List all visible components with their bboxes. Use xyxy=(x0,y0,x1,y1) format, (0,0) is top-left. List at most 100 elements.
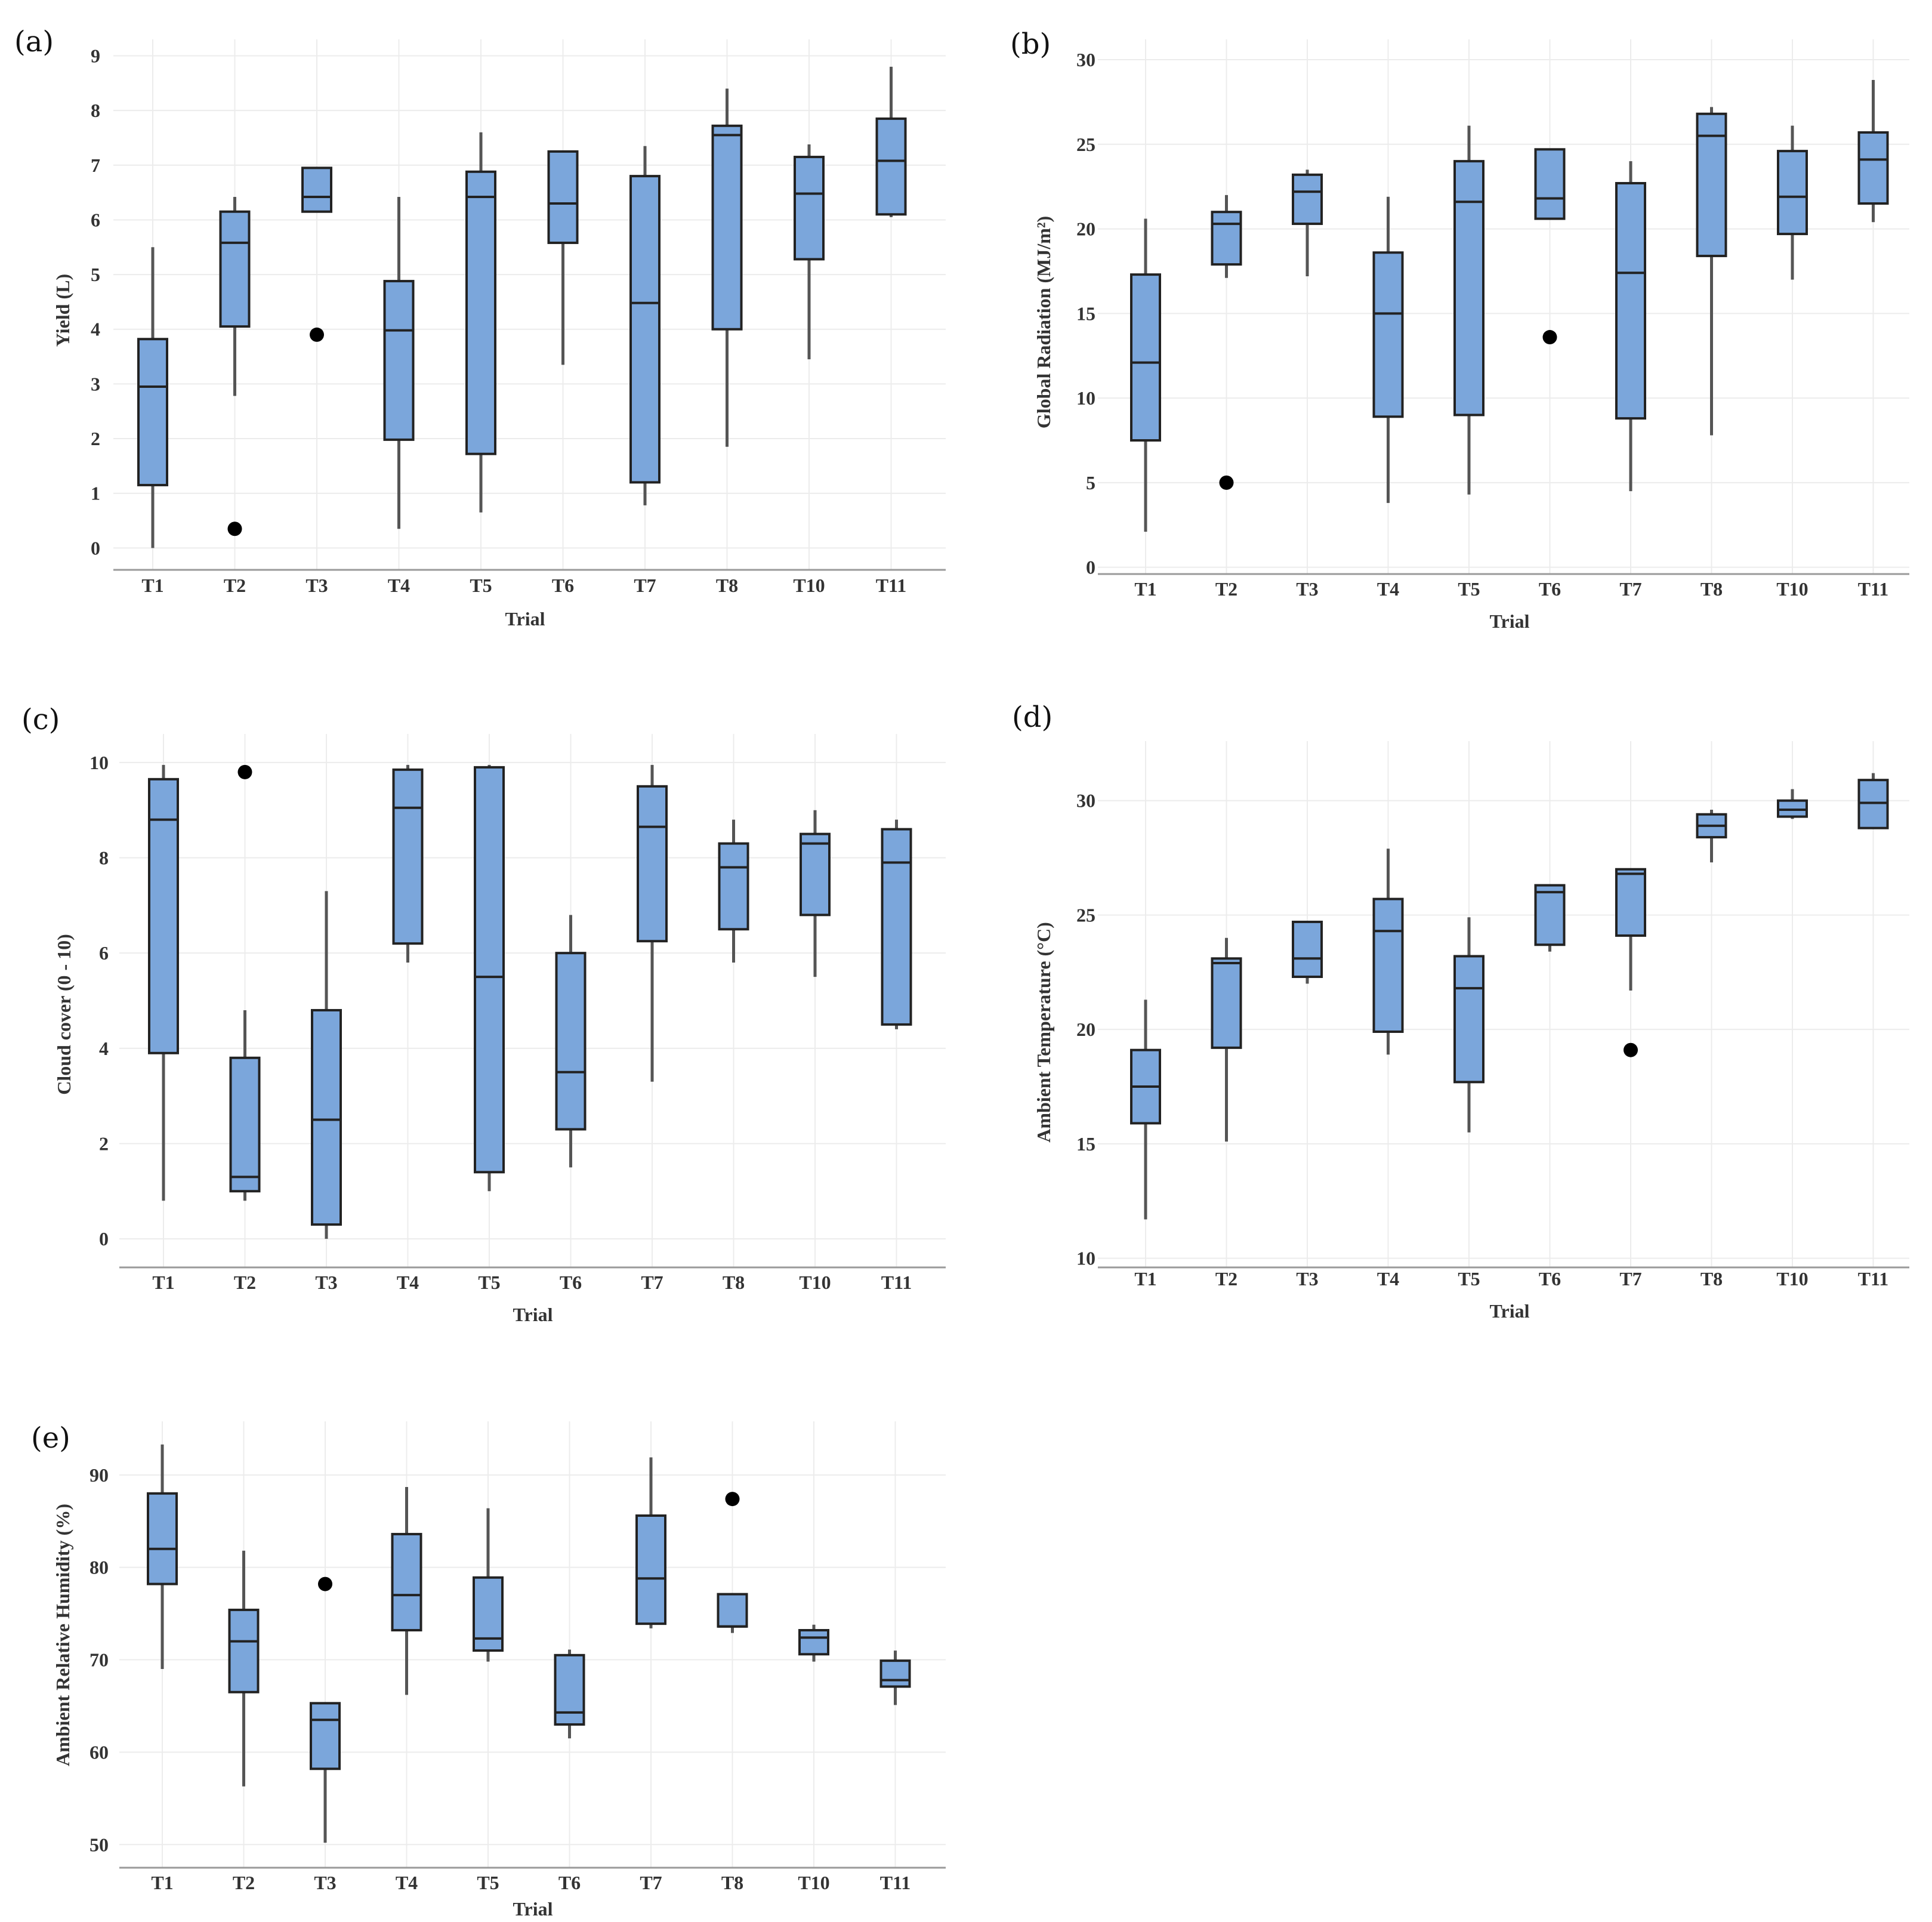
y-tick-label-b-20: 20 xyxy=(1076,218,1095,240)
iqr-box-c-T4 xyxy=(392,768,424,945)
box-c-T10 xyxy=(800,810,831,977)
box-b-T2 xyxy=(1211,195,1242,490)
box-b-T3 xyxy=(1292,169,1323,276)
x-tick-label-a-T6: T6 xyxy=(552,575,574,596)
x-tick-label-a-T7: T7 xyxy=(634,575,656,596)
iqr-box-e-T7 xyxy=(635,1514,666,1625)
y-axis-title-a: Yield (L) xyxy=(52,274,73,347)
plot-area-c: 0 2 4 6 8 10 T1 T2 T3 T4 T5 T6 T7 T8 T10 T11 xyxy=(89,734,946,1293)
panel-a: (a) Yield (L) Trial 0 1 2 3 4 5 6 7 8 9 T1 T2 T3 T4 T5… xyxy=(14,25,946,630)
box-c-T6 xyxy=(555,915,587,1168)
panel-label-b: (b) xyxy=(1010,27,1051,61)
x-tick-label-b-T11: T11 xyxy=(1858,578,1889,600)
y-tick-label-a-5: 5 xyxy=(91,264,100,285)
y-axis-title-c: Cloud cover (0 - 10) xyxy=(53,934,75,1095)
iqr-box-b-T6 xyxy=(1534,148,1566,220)
iqr-box-e-T3 xyxy=(310,1702,341,1770)
iqr-box-e-T10 xyxy=(798,1628,829,1656)
box-d-T8 xyxy=(1696,810,1727,863)
iqr-box-a-T5 xyxy=(465,170,496,455)
y-tick-label-a-4: 4 xyxy=(91,319,100,340)
x-tick-label-a-T2: T2 xyxy=(224,575,246,596)
y-axis-title-e: Ambient Relative Humidity (%) xyxy=(52,1504,73,1766)
box-a-T5 xyxy=(465,132,496,513)
x-tick-label-e-T7: T7 xyxy=(640,1872,662,1893)
iqr-box-b-T7 xyxy=(1615,182,1646,420)
iqr-box-c-T10 xyxy=(800,832,831,917)
box-e-T1 xyxy=(147,1444,178,1670)
outlier-e-T8-0 xyxy=(725,1492,740,1507)
box-e-T10 xyxy=(798,1624,829,1662)
box-c-T8 xyxy=(718,819,749,963)
x-tick-label-c-T8: T8 xyxy=(723,1272,745,1293)
y-tick-label-c-0: 0 xyxy=(99,1228,109,1250)
iqr-box-c-T1 xyxy=(148,778,179,1054)
y-tick-label-a-9: 9 xyxy=(91,45,100,66)
y-tick-label-a-8: 8 xyxy=(91,100,100,121)
box-a-T4 xyxy=(383,196,415,529)
x-tick-label-e-T1: T1 xyxy=(151,1872,173,1893)
y-tick-label-e-60: 60 xyxy=(89,1741,109,1763)
outlier-c-T2-0 xyxy=(237,764,252,779)
iqr-box-a-T11 xyxy=(875,117,907,216)
outlier-b-T6-0 xyxy=(1542,330,1557,345)
y-tick-label-c-2: 2 xyxy=(99,1133,109,1154)
x-tick-label-a-T4: T4 xyxy=(388,575,410,596)
iqr-box-a-T8 xyxy=(711,124,743,331)
iqr-box-c-T5 xyxy=(474,766,505,1174)
iqr-box-b-T4 xyxy=(1372,251,1404,418)
iqr-box-b-T3 xyxy=(1292,173,1323,226)
box-a-T1 xyxy=(137,247,168,548)
x-tick-label-b-T3: T3 xyxy=(1296,578,1318,600)
iqr-box-d-T3 xyxy=(1292,920,1323,978)
box-d-T1 xyxy=(1130,999,1161,1220)
box-e-T2 xyxy=(228,1550,260,1787)
x-tick-label-a-T8: T8 xyxy=(716,575,738,596)
x-tick-label-d-T1: T1 xyxy=(1134,1268,1156,1289)
x-tick-label-c-T11: T11 xyxy=(881,1272,912,1293)
plot-area-a: 0 1 2 3 4 5 6 7 8 9 T1 T2 T3 T4 T5 T6 T7 T8 T10 T11 xyxy=(91,39,946,596)
x-tick-label-d-T8: T8 xyxy=(1700,1268,1723,1289)
box-c-T7 xyxy=(637,764,668,1082)
x-tick-label-c-T3: T3 xyxy=(315,1272,337,1293)
box-e-T11 xyxy=(879,1650,911,1705)
x-tick-label-b-T8: T8 xyxy=(1700,578,1723,600)
panel-label-e: (e) xyxy=(31,1421,70,1455)
x-axis-title-a: Trial xyxy=(505,608,545,630)
y-tick-label-d-15: 15 xyxy=(1076,1133,1095,1155)
box-a-T7 xyxy=(629,146,661,505)
iqr-box-c-T8 xyxy=(718,842,749,931)
panel-c: (c) Cloud cover (0 - 10) Trial 0 2 4 6 8 10 T1… xyxy=(21,703,946,1325)
y-tick-label-b-0: 0 xyxy=(1086,557,1095,578)
y-tick-label-b-5: 5 xyxy=(1086,472,1095,493)
iqr-box-b-T5 xyxy=(1453,160,1485,417)
outlier-a-T2-0 xyxy=(227,522,242,536)
box-e-T6 xyxy=(554,1649,585,1739)
box-c-T3 xyxy=(311,891,342,1239)
box-b-T6 xyxy=(1534,148,1566,345)
box-d-T11 xyxy=(1857,773,1889,829)
x-tick-label-b-T4: T4 xyxy=(1377,578,1399,600)
iqr-box-b-T8 xyxy=(1696,112,1727,257)
iqr-box-d-T4 xyxy=(1372,897,1404,1034)
iqr-box-b-T10 xyxy=(1777,150,1808,236)
x-tick-label-e-T5: T5 xyxy=(477,1872,499,1893)
box-e-T8 xyxy=(717,1492,748,1633)
box-d-T2 xyxy=(1211,937,1242,1142)
x-tick-label-d-T7: T7 xyxy=(1619,1268,1641,1289)
iqr-box-e-T4 xyxy=(391,1532,422,1631)
box-a-T3 xyxy=(301,166,332,342)
y-axis-title-b: Global Radiation (MJ/m²) xyxy=(1033,216,1054,428)
iqr-box-c-T3 xyxy=(311,1008,342,1226)
y-tick-label-e-80: 80 xyxy=(89,1557,109,1578)
plot-area-b: 0 5 10 15 20 25 30 T1 T2 T3 T4 T5 T6 T7 T8 T10 T11 xyxy=(1076,39,1909,600)
iqr-box-a-T1 xyxy=(137,338,168,486)
iqr-box-d-T5 xyxy=(1453,955,1485,1084)
box-e-T4 xyxy=(391,1486,422,1695)
x-tick-label-b-T7: T7 xyxy=(1619,578,1641,600)
y-tick-label-a-1: 1 xyxy=(91,483,100,504)
x-tick-label-e-T11: T11 xyxy=(880,1872,911,1893)
x-tick-label-b-T2: T2 xyxy=(1215,578,1237,600)
box-b-T8 xyxy=(1696,107,1727,436)
